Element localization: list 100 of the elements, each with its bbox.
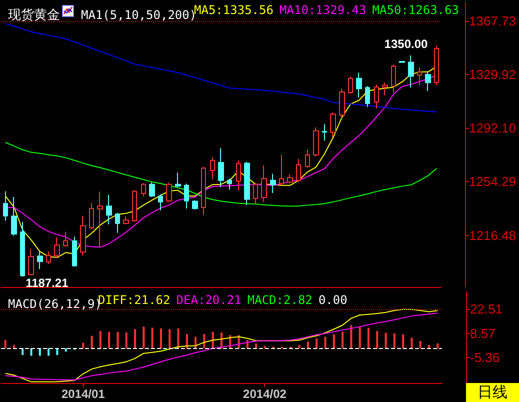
y-tick-label: 8.57 xyxy=(470,326,496,341)
candlestick xyxy=(227,178,232,190)
bar xyxy=(64,348,67,352)
bar xyxy=(419,340,422,348)
bar xyxy=(410,338,413,348)
x-tick-label: 2014/02 xyxy=(243,387,287,401)
candlestick xyxy=(72,236,77,267)
bar xyxy=(116,332,119,348)
bar xyxy=(151,328,154,348)
candlestick xyxy=(80,215,86,256)
candlestick xyxy=(425,70,431,92)
text: MA50:1263.63 xyxy=(372,3,459,17)
candlestick xyxy=(322,124,327,142)
candlestick xyxy=(382,82,388,96)
ref-line-label: 0.00 xyxy=(318,293,348,307)
bar xyxy=(134,329,136,348)
candlestick xyxy=(89,202,94,230)
bar xyxy=(368,328,370,348)
candlestick xyxy=(175,172,181,188)
candlestick xyxy=(408,54,414,88)
line-series xyxy=(4,23,438,112)
candlestick xyxy=(399,60,405,64)
bar xyxy=(4,340,6,348)
bar xyxy=(436,343,439,348)
bar xyxy=(48,348,50,356)
line-series xyxy=(4,142,438,207)
candlestick xyxy=(374,84,379,109)
y-tick-label: 1254.29 xyxy=(469,174,516,190)
candlestick xyxy=(261,164,267,202)
bar xyxy=(342,332,344,348)
candlestick xyxy=(244,161,250,206)
y-tick-label: 1329.92 xyxy=(469,66,516,82)
bar xyxy=(22,348,24,356)
candlestick xyxy=(339,88,345,119)
candlestick xyxy=(184,183,189,209)
bar xyxy=(186,334,188,348)
bar xyxy=(142,326,145,348)
candlestick xyxy=(330,112,336,138)
bar xyxy=(298,344,300,348)
bar xyxy=(393,333,396,348)
annotation: 1350.00 xyxy=(384,36,428,51)
candlestick xyxy=(279,154,284,186)
candlestick xyxy=(166,182,172,202)
candlestick xyxy=(97,191,103,248)
candlestick xyxy=(132,190,137,222)
bar xyxy=(30,348,32,356)
y-tick-label: 1292.10 xyxy=(469,120,516,136)
bar xyxy=(306,342,309,348)
candlestick xyxy=(106,194,112,225)
bar xyxy=(108,332,110,348)
chart-title: 现货黄金 xyxy=(8,7,60,22)
candlestick xyxy=(149,182,155,198)
y-tick-label: 1216.48 xyxy=(469,228,516,243)
candlestick xyxy=(3,190,8,222)
bar xyxy=(402,334,404,348)
candlestick xyxy=(313,126,319,158)
candlestick xyxy=(434,45,439,86)
bar xyxy=(376,331,378,348)
bar xyxy=(203,334,206,348)
bar xyxy=(90,336,93,348)
annotation: 1187.21 xyxy=(26,276,69,290)
text: MA5:1335.56 xyxy=(194,3,274,17)
candlestick xyxy=(356,72,362,98)
candlestick xyxy=(270,173,276,194)
bar xyxy=(324,336,326,348)
candlestick xyxy=(417,66,422,86)
candlestick xyxy=(115,212,120,234)
candlestick xyxy=(11,196,17,236)
period-button: 日线 xyxy=(466,383,519,402)
candlestick xyxy=(63,231,68,248)
candlestick xyxy=(192,200,198,210)
candlestick xyxy=(141,182,146,197)
candlestick xyxy=(28,248,34,276)
candlestick xyxy=(201,166,206,216)
bar xyxy=(160,328,162,348)
bar xyxy=(168,329,171,348)
candlestick xyxy=(391,64,396,94)
candlestick xyxy=(218,148,224,188)
candlestick xyxy=(365,86,370,108)
text: DEA:20.21 xyxy=(176,293,242,307)
candlestick xyxy=(236,160,241,191)
bar xyxy=(125,332,128,348)
candlestick xyxy=(305,148,310,168)
text: MACD:2.82 xyxy=(247,293,312,307)
candlestick xyxy=(210,156,215,180)
candlestick xyxy=(37,251,43,270)
candlestick xyxy=(46,251,51,265)
candlestick xyxy=(54,236,60,258)
bar xyxy=(99,331,102,348)
text: MA10:1329.43 xyxy=(280,3,366,17)
x-tick-label: 2014/01 xyxy=(61,387,106,401)
candlestick xyxy=(158,194,163,211)
y-tick-label: -5.36 xyxy=(470,350,500,366)
bar xyxy=(350,325,352,348)
y-tick-label: 22.51 xyxy=(470,302,503,317)
bar xyxy=(332,334,335,348)
candlestick xyxy=(20,221,25,278)
bar xyxy=(82,342,84,348)
bar xyxy=(316,338,318,348)
candlestick xyxy=(296,158,301,183)
